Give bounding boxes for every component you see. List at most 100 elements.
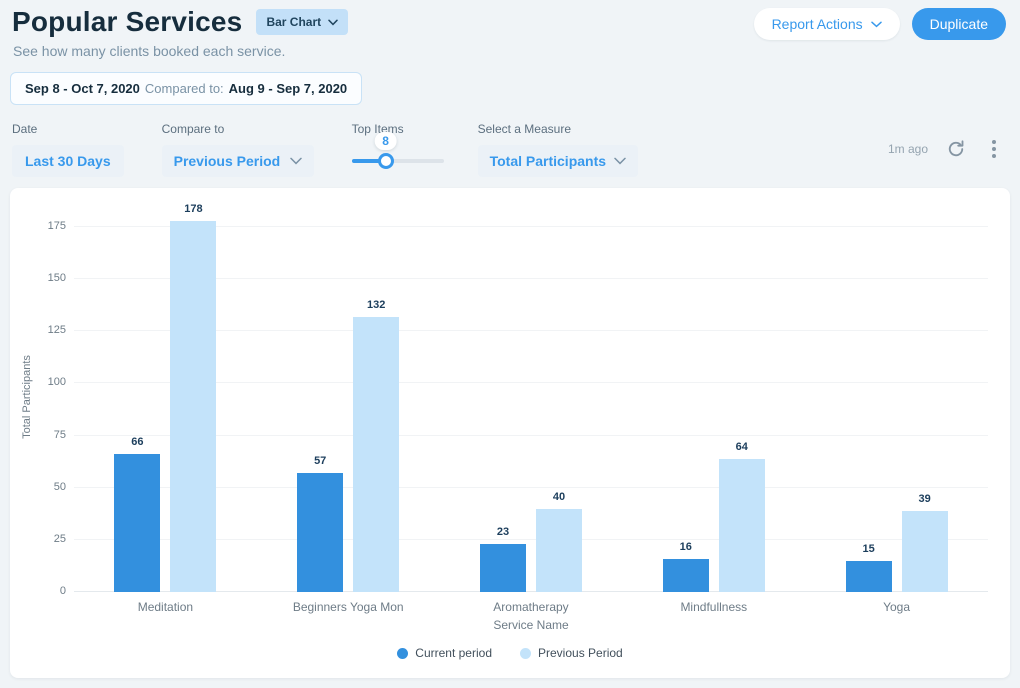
bar-current-period[interactable]: 23 (479, 526, 526, 592)
last-updated-text: 1m ago (887, 142, 928, 156)
bar-value-label: 39 (918, 492, 931, 505)
chevron-down-icon (613, 157, 626, 165)
x-category-label: Mindfullness (680, 600, 748, 614)
y-tick-label: 50 (53, 480, 66, 493)
date-range-pill[interactable]: Sep 8 - Oct 7, 2020 Compared to: Aug 9 -… (10, 72, 363, 105)
chevron-down-icon (289, 157, 302, 165)
bar-value-label: 16 (679, 540, 692, 553)
y-tick-label: 175 (47, 220, 66, 233)
gridline-y-175: 175 (48, 220, 988, 232)
bar-group-yoga: 15 39 (845, 493, 948, 592)
bar-current-period[interactable]: 57 (297, 455, 344, 592)
bar-previous-period[interactable]: 40 (535, 491, 582, 592)
report-actions-label: Report Actions (771, 16, 863, 32)
top-items-label: Top Items (351, 122, 404, 136)
date-range-previous: Aug 9 - Sep 7, 2020 (228, 81, 348, 96)
report-actions-button[interactable]: Report Actions (753, 8, 900, 40)
measure-label: Select a Measure (477, 122, 571, 136)
bar-previous-period[interactable]: 178 (170, 203, 217, 592)
gridline-y-50: 50 (54, 481, 988, 493)
refresh-button[interactable] (944, 137, 968, 161)
y-tick-label: 125 (47, 324, 66, 337)
x-category-label: Beginners Yoga Mon (292, 600, 404, 614)
bar-value-label: 66 (131, 436, 144, 449)
bar-current-period[interactable]: 16 (662, 541, 709, 592)
bar-current-period[interactable]: 15 (845, 543, 892, 592)
chart-type-badge-label: Bar Chart (266, 15, 322, 29)
more-options-button[interactable] (984, 136, 1004, 162)
report-meta: 1m ago (888, 122, 1004, 162)
bar-group-mindfullness: 16 64 (662, 441, 765, 592)
slider-fill (351, 159, 386, 163)
chart-plot-area: 0 25 50 75 100 125 150 175 66 178 57 132 23 40 16 64 15 3… (48, 202, 988, 597)
y-tick-label: 75 (53, 428, 66, 441)
bar-group-meditation: 66 178 (114, 203, 217, 592)
page-subtitle: See how many clients booked each service… (13, 43, 286, 59)
date-filter-value[interactable]: Last 30 Days (12, 145, 124, 177)
date-range-current: Sep 8 - Oct 7, 2020 (25, 81, 140, 96)
x-axis-title: Service Name (493, 618, 569, 632)
duplicate-label: Duplicate (929, 16, 988, 32)
slider-track[interactable] (351, 159, 444, 163)
filter-date-label: Date (12, 122, 38, 136)
gridline-y-150: 150 (48, 272, 988, 284)
legend-label: Previous Period (538, 646, 623, 660)
x-category-label: Meditation (137, 600, 194, 614)
gridline-y-100: 100 (48, 376, 988, 388)
x-category-label: Aromatherapy (493, 600, 569, 614)
duplicate-button[interactable]: Duplicate (911, 8, 1006, 40)
filter-compare-label: Compare to (161, 122, 225, 136)
chart-card: Total Participants 0 25 50 75 100 125 150 175 66… (10, 188, 1010, 678)
filter-measure: Select a Measure Total Participants (477, 122, 638, 177)
bar-previous-period[interactable]: 39 (901, 493, 948, 592)
chart-type-badge[interactable]: Bar Chart (256, 9, 349, 35)
legend-item-previous-period[interactable]: Previous Period (520, 646, 623, 660)
filter-compare-to: Compare to Previous Period (161, 122, 314, 177)
page-title: Popular Services (12, 6, 243, 37)
legend-item-current-period[interactable]: Current period (397, 646, 492, 660)
compare-to-dropdown[interactable]: Previous Period (161, 145, 314, 177)
gridline-y-75: 75 (54, 429, 988, 441)
chevron-down-icon (870, 21, 882, 28)
bar-value-label: 40 (552, 490, 566, 503)
bar-previous-period[interactable]: 132 (353, 299, 400, 592)
bar-previous-period[interactable]: 64 (718, 441, 765, 592)
chart-legend: Current period Previous Period (10, 646, 1010, 660)
compare-to-value: Previous Period (173, 153, 281, 169)
filter-top-items: Top Items 8 (351, 122, 444, 177)
bar-group-aromatherapy: 23 40 (479, 491, 582, 592)
y-tick-label: 0 (59, 585, 66, 597)
x-axis-labels: Meditation Beginners Yoga Mon Aromatherapy… (74, 600, 988, 614)
top-items-slider[interactable]: 8 (351, 132, 444, 177)
x-category-label: Yoga (883, 600, 911, 614)
measure-dropdown[interactable]: Total Participants (477, 145, 638, 177)
gridline-y-25: 25 (54, 533, 988, 545)
y-tick-label: 100 (47, 376, 66, 389)
bar-current-period[interactable]: 66 (114, 436, 161, 592)
gridline-y-125: 125 (48, 324, 988, 336)
bar-value-label: 64 (735, 440, 748, 453)
legend-dot (520, 647, 531, 659)
bar-value-label: 57 (314, 455, 327, 468)
header-actions: Report Actions Duplicate (753, 6, 1006, 40)
header: Popular Services Bar Chart See how many … (0, 0, 1020, 59)
gridline-y-0: 0 (60, 585, 988, 597)
y-tick-label: 150 (47, 272, 66, 285)
bar-value-label: 132 (367, 298, 386, 311)
bar-value-label: 15 (862, 542, 875, 555)
legend-label: Current period (415, 646, 492, 660)
header-left: Popular Services Bar Chart See how many … (12, 6, 349, 59)
chevron-down-icon (328, 19, 338, 26)
slider-value-bubble: 8 (374, 132, 397, 150)
legend-dot (397, 647, 409, 659)
bar-value-label: 23 (496, 526, 510, 539)
date-range-compared-label: Compared to: (144, 81, 224, 96)
filter-bar: Date Last 30 Days Compare to Previous Pe… (0, 105, 1020, 177)
y-tick-label: 25 (53, 532, 66, 545)
slider-thumb[interactable] (377, 153, 394, 169)
refresh-icon (946, 139, 966, 159)
kebab-icon (988, 138, 1000, 160)
bars-row: 66 178 57 132 23 40 16 64 15 39 (74, 202, 988, 592)
bar-group-beginners-yoga-mon: 57 132 (297, 299, 400, 592)
